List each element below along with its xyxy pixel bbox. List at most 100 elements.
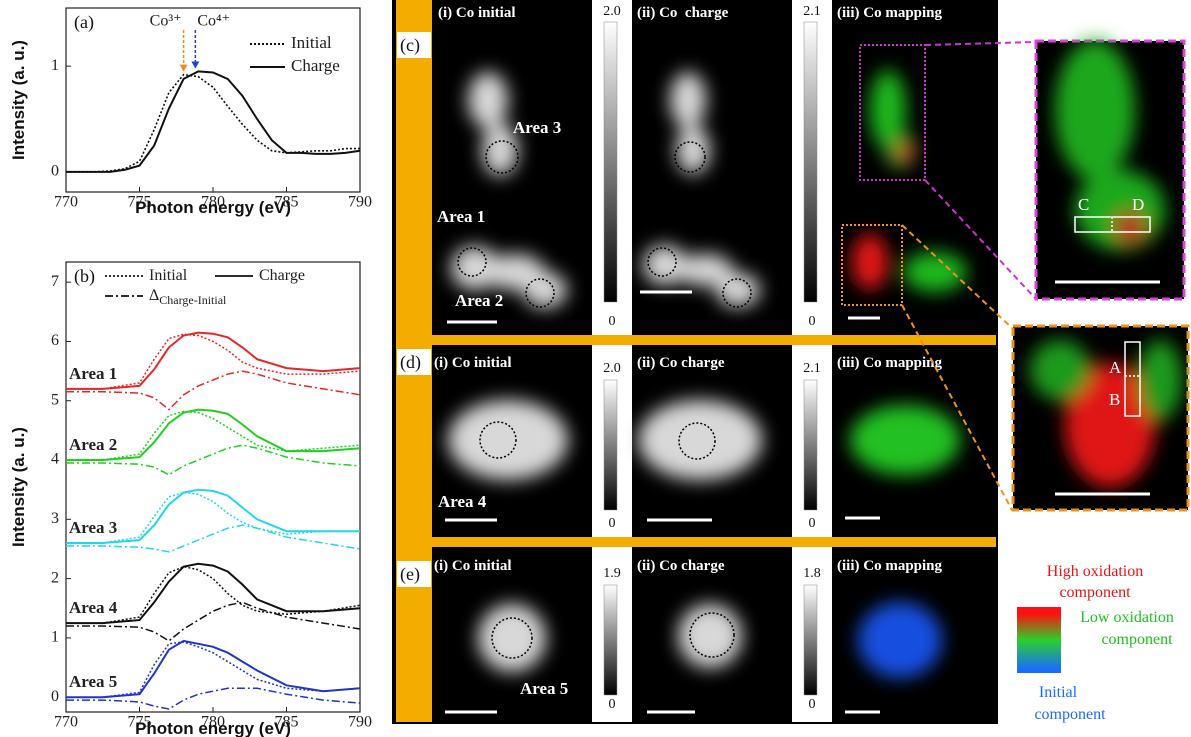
legend-text: Low oxidation: [1080, 609, 1174, 626]
colorbar-min: 0: [609, 314, 616, 329]
data-line: [66, 687, 361, 710]
x-axis-label: Photon energy (eV): [135, 198, 291, 217]
x-tick-label: 785: [275, 714, 299, 731]
panel-title: (i) Co initial: [434, 558, 512, 574]
data-line: [66, 524, 361, 553]
area-label: Area 1: [437, 207, 485, 226]
colorbar-min: 0: [609, 697, 616, 712]
y-tick-label: 1: [51, 57, 59, 74]
colorbar-max: 2.0: [603, 361, 621, 376]
microscopy-blobs: [445, 44, 967, 714]
legend-name: Initial: [149, 267, 188, 284]
y-axis-label: Intensity (a. u.): [9, 427, 28, 547]
series-label: Area 4: [69, 598, 118, 617]
inset-label: C: [1078, 195, 1089, 214]
panel-label: (a): [74, 12, 94, 33]
series-label: Area 5: [69, 672, 117, 691]
panel-label: (d): [400, 352, 421, 373]
panel-title: (iii) Co mapping: [837, 558, 943, 574]
inset-label: A: [1109, 358, 1122, 377]
legend-name: Charge: [259, 267, 305, 284]
data-line: [66, 331, 361, 390]
panel-title: (iii) Co mapping: [837, 355, 943, 371]
colorbar-max: 1.9: [603, 566, 621, 581]
data-line: [66, 70, 361, 173]
x-tick-label: 790: [348, 194, 372, 211]
image-panels: (c) (d) (e) 2.0 0 2.1 0 2.0 0 2.1 0 1.9 …: [392, 0, 1190, 724]
colorbar-min: 0: [809, 516, 816, 531]
color-legend-bar: [1017, 607, 1061, 673]
x-tick-label: 790: [348, 714, 372, 731]
series-label: Area 1: [69, 364, 117, 383]
colorbar-max: 2.1: [803, 4, 821, 19]
legend-subscript: Charge-Initial: [159, 293, 227, 307]
colorbar-max: 1.8: [803, 566, 821, 581]
legend-text: component: [1034, 706, 1106, 723]
panel-title: (ii) Co charge: [637, 5, 729, 21]
x-axis-label: Photon energy (eV): [135, 719, 291, 737]
legend-label: Charge: [259, 267, 305, 284]
legend-text: Initial: [1039, 684, 1078, 701]
annotation: Co³⁺: [150, 13, 182, 30]
y-tick-label: 6: [51, 332, 59, 349]
area-label: Area 4: [438, 492, 487, 511]
colorbar-min: 0: [809, 697, 816, 712]
panel-title: (i) Co initial: [434, 355, 512, 371]
colorbar-max: 2.1: [803, 361, 821, 376]
colorbar-min: 0: [609, 516, 616, 531]
panel-title: (iii) Co mapping: [837, 5, 943, 21]
legend-label: Initial: [291, 33, 332, 52]
x-tick-label: 780: [201, 194, 225, 211]
insets: [901, 39, 1190, 512]
annotation: Co⁴⁺: [197, 13, 230, 30]
colorbars: 2.0 0 2.1 0 2.0 0 2.1 0 1.9 0 1.8 0: [592, 0, 832, 722]
y-tick-label: 7: [51, 273, 59, 290]
panel-title: (i) Co initial: [438, 5, 516, 21]
data-line: [66, 73, 360, 173]
panel-label: (b): [74, 266, 95, 287]
y-tick-label: 5: [51, 391, 59, 408]
legend-name: Δ: [149, 287, 159, 304]
panel-label: (e): [400, 564, 420, 585]
legend-text: High oxidation: [1047, 563, 1143, 580]
data-line: [66, 410, 361, 461]
data-line: [66, 408, 361, 461]
arrow-head: [179, 64, 188, 72]
panel-title: (ii) Co charge: [637, 355, 725, 371]
inset-label: B: [1109, 390, 1120, 409]
legend-text: component: [1059, 584, 1131, 601]
x-tick-label: 775: [128, 194, 152, 211]
x-tick-label: 775: [128, 714, 152, 731]
legend-label: ΔCharge-Initial: [149, 287, 227, 307]
panel-label: (c): [400, 35, 420, 56]
colorbar-max: 2.0: [603, 4, 621, 19]
data-line: [66, 444, 361, 476]
y-tick-label: 1: [51, 629, 59, 646]
area-label: Area 5: [520, 679, 568, 698]
panel-title: (ii) Co charge: [637, 558, 725, 574]
inset-label: D: [1132, 195, 1144, 214]
plot-frame: [65, 261, 361, 713]
data-line: [66, 333, 361, 390]
data-line: [66, 641, 361, 698]
x-tick-label: 780: [201, 714, 225, 731]
x-tick-label: 785: [275, 194, 299, 211]
y-tick-label: 4: [51, 451, 59, 468]
series-label: Area 2: [69, 435, 117, 454]
y-tick-label: 3: [51, 510, 59, 527]
data-line: [66, 370, 361, 411]
data-line: [66, 562, 361, 625]
legend-label: Initial: [149, 267, 188, 284]
y-tick-label: 0: [51, 163, 59, 180]
data-line: [66, 601, 361, 642]
data-line: [66, 639, 361, 699]
arrow-head: [191, 61, 200, 69]
legend-text: component: [1101, 631, 1173, 648]
series-label: Area 3: [69, 518, 117, 537]
x-tick-label: 770: [54, 194, 78, 211]
area-label: Area 2: [455, 291, 503, 310]
x-tick-label: 770: [54, 714, 78, 731]
colorbar-min: 0: [809, 314, 816, 329]
legend-label: Charge: [291, 56, 340, 75]
